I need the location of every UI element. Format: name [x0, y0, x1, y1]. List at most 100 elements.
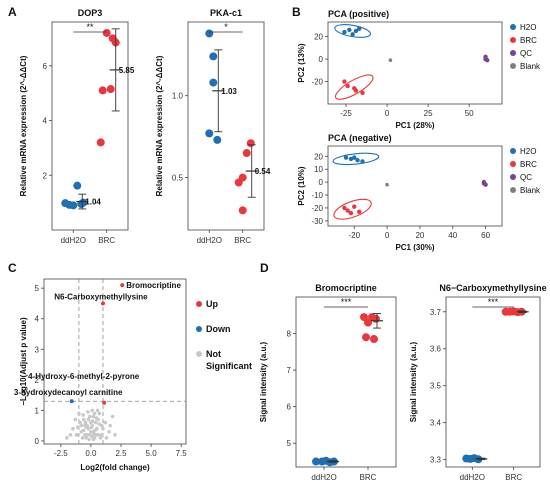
legend-label: BRC [520, 160, 537, 169]
x-axis-label: PC1 (30%) [395, 243, 434, 252]
panel-title: PCA (negative) [328, 133, 392, 143]
data-point [69, 201, 78, 210]
data-point [79, 423, 84, 428]
confidence-ellipse [334, 74, 374, 100]
x-tick-label: 60 [481, 231, 490, 240]
data-point [108, 423, 112, 428]
data-point [97, 411, 102, 416]
plot-frame [43, 278, 187, 445]
y-tick-label: 5 [35, 284, 40, 293]
legend-label: BRC [520, 36, 537, 45]
data-point [246, 139, 255, 148]
y-axis-label: Signal intensity (a.u.) [259, 341, 268, 422]
significance-stars: *** [341, 297, 352, 307]
y-tick-label: 3.6 [430, 345, 442, 354]
legend-marker [510, 50, 516, 56]
legend-label: Blank [520, 62, 541, 71]
data-point [98, 86, 107, 95]
panel-title: PKA-c1 [210, 8, 242, 18]
point-annotation: 3-hydroxydecanoyl carnitine [14, 388, 123, 397]
significance-stars: ** [86, 22, 94, 32]
x-tick-label: -25 [340, 109, 352, 118]
confidence-ellipse [334, 24, 371, 38]
legend-label: Down [206, 324, 231, 334]
data-point [84, 425, 89, 429]
plot-frame [295, 296, 397, 468]
data-point [75, 425, 80, 429]
data-point [86, 417, 91, 422]
data-point [87, 414, 92, 419]
x-tick-label: 7.5 [176, 449, 188, 458]
data-point [93, 428, 97, 433]
data-point [104, 436, 109, 440]
legend-marker [510, 37, 516, 43]
y-tick-label: -20 [311, 204, 323, 213]
legend-marker [510, 187, 516, 193]
data-point [342, 205, 347, 211]
data-point [73, 181, 82, 190]
legend-marker [510, 174, 516, 180]
data-point [370, 335, 378, 344]
y-axis-label: PC2 (13%) [297, 43, 306, 82]
data-point [353, 88, 359, 93]
data-point [96, 138, 105, 147]
data-point [360, 159, 365, 164]
y-tick-label: 4 [43, 117, 48, 126]
y-tick-label: 8 [287, 330, 292, 339]
x-tick-label: 40 [448, 231, 457, 240]
y-tick-label: 2 [35, 376, 40, 385]
x-tick-label: 20 [415, 231, 424, 240]
legend-label: H2O [520, 147, 536, 156]
y-tick-label: 7 [287, 366, 292, 375]
y-tick-label: 3.4 [430, 419, 442, 428]
data-point [356, 26, 362, 31]
y-tick-label: 20 [314, 33, 323, 42]
plot-frame [327, 145, 503, 227]
x-tick-label: ddH2O [197, 236, 222, 245]
legend-label-line: Significant [206, 361, 252, 371]
data-point [92, 431, 96, 436]
legend-marker [510, 161, 516, 167]
data-point [103, 420, 108, 425]
data-point [113, 433, 117, 437]
plot-frame [51, 21, 129, 231]
y-tick-label: 1.0 [172, 92, 184, 101]
data-point [101, 426, 105, 431]
x-tick-label: ddH2O [61, 236, 86, 245]
x-tick-label: 0 [385, 231, 390, 240]
legend-label: Blank [520, 186, 541, 195]
data-point [83, 433, 87, 437]
data-point [234, 178, 243, 187]
data-point [68, 433, 73, 437]
x-tick-label: BRC [98, 236, 115, 245]
data-point [90, 419, 95, 423]
y-tick-label: 0 [319, 55, 324, 64]
panel-label: A [8, 5, 17, 19]
y-tick-label: -20 [311, 78, 323, 87]
data-point [364, 318, 372, 327]
data-point [120, 283, 125, 288]
data-point [343, 155, 349, 160]
data-point [388, 58, 393, 62]
data-point [81, 417, 86, 422]
panel-title: N6−Carboxymethyllysine [439, 283, 546, 293]
data-point [100, 301, 105, 306]
data-point [74, 433, 79, 437]
data-point [345, 208, 350, 213]
y-tick-label: 3 [35, 345, 40, 354]
data-point [385, 182, 389, 187]
x-tick-label: 0 [385, 109, 390, 118]
plot-frame [187, 21, 265, 231]
data-point [342, 29, 347, 35]
data-point [348, 210, 354, 216]
y-tick-label: 0 [35, 437, 40, 446]
y-tick-label: 2 [43, 171, 48, 180]
point-annotation: Bromocriptine [126, 281, 181, 290]
data-point [355, 157, 360, 163]
data-point [86, 410, 90, 414]
data-point [345, 83, 350, 89]
y-tick-label: 4 [35, 315, 40, 324]
y-tick-label: 6 [43, 62, 48, 71]
data-point [90, 408, 94, 413]
mean-label: 5.85 [119, 66, 135, 75]
